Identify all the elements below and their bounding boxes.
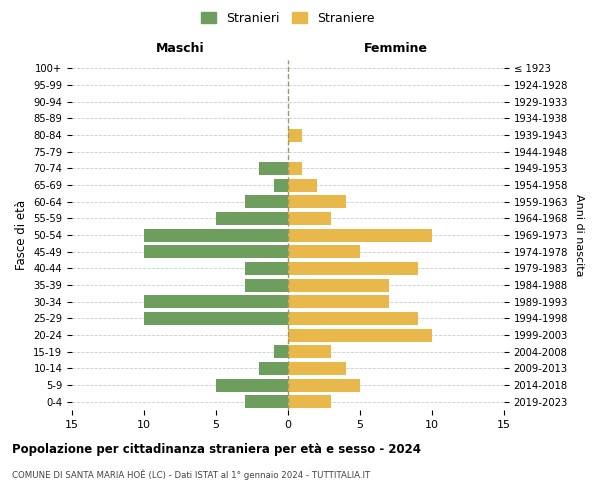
Bar	[288, 278, 389, 291]
Bar	[144, 295, 288, 308]
Bar	[288, 212, 331, 225]
Bar	[245, 278, 288, 291]
Bar	[288, 312, 418, 325]
Bar	[288, 362, 346, 375]
Bar	[274, 345, 288, 358]
Bar	[259, 162, 288, 175]
Text: Femmine: Femmine	[364, 42, 428, 55]
Bar	[245, 195, 288, 208]
Legend: Stranieri, Straniere: Stranieri, Straniere	[196, 7, 380, 30]
Bar	[288, 328, 432, 342]
Bar	[288, 178, 317, 192]
Bar	[288, 195, 346, 208]
Bar	[288, 162, 302, 175]
Bar	[216, 378, 288, 392]
Bar	[245, 262, 288, 275]
Bar	[288, 395, 331, 408]
Text: COMUNE DI SANTA MARIA HOÈ (LC) - Dati ISTAT al 1° gennaio 2024 - TUTTITALIA.IT: COMUNE DI SANTA MARIA HOÈ (LC) - Dati IS…	[12, 470, 370, 480]
Bar	[288, 128, 302, 141]
Y-axis label: Fasce di età: Fasce di età	[14, 200, 28, 270]
Bar	[245, 395, 288, 408]
Bar	[288, 345, 331, 358]
Bar	[288, 378, 360, 392]
Bar	[288, 262, 418, 275]
Y-axis label: Anni di nascita: Anni di nascita	[574, 194, 584, 276]
Text: Popolazione per cittadinanza straniera per età e sesso - 2024: Popolazione per cittadinanza straniera p…	[12, 442, 421, 456]
Bar	[288, 245, 360, 258]
Bar	[288, 295, 389, 308]
Bar	[216, 212, 288, 225]
Bar	[144, 228, 288, 241]
Bar	[259, 362, 288, 375]
Bar	[274, 178, 288, 192]
Bar	[144, 312, 288, 325]
Bar	[144, 245, 288, 258]
Text: Maschi: Maschi	[155, 42, 205, 55]
Bar	[288, 228, 432, 241]
